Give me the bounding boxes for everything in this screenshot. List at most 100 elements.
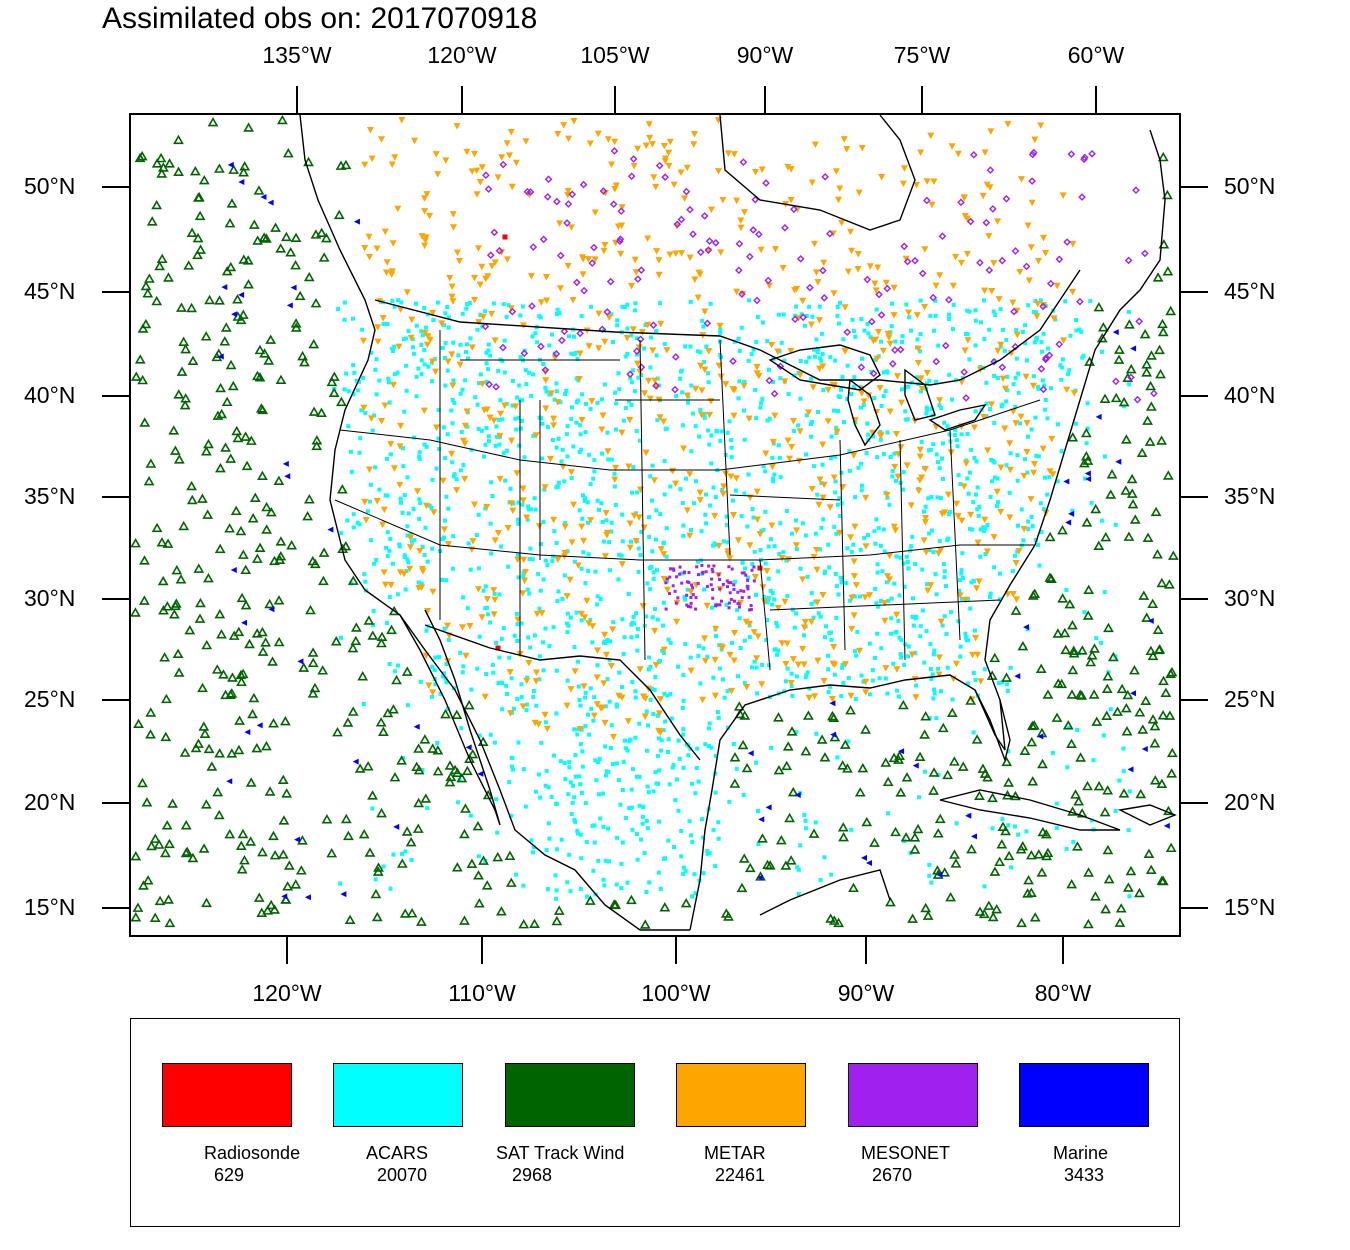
acars-obs — [391, 561, 396, 566]
acars-obs — [536, 772, 541, 777]
acars-obs — [909, 328, 914, 333]
acars-obs — [458, 468, 463, 473]
acars-obs — [833, 358, 838, 363]
acars-obs — [1004, 463, 1009, 468]
metar-obs — [463, 408, 471, 415]
acars-obs — [444, 578, 449, 583]
acars-obs — [676, 808, 681, 813]
acars-obs — [1091, 758, 1096, 763]
metar-obs — [655, 257, 663, 264]
sat-wind-obs — [237, 668, 249, 679]
metar-obs — [839, 484, 847, 491]
acars-obs — [620, 685, 625, 690]
acars-obs — [840, 665, 845, 670]
sat-wind-obs — [310, 298, 322, 308]
sat-wind-obs — [269, 850, 281, 860]
metar-obs — [652, 183, 660, 191]
acars-obs — [921, 608, 926, 613]
acars-obs — [709, 433, 714, 438]
metar-obs — [366, 127, 374, 134]
metar-obs — [711, 512, 719, 520]
sat-wind-obs — [281, 788, 293, 798]
acars-obs — [655, 617, 660, 622]
acars-obs — [465, 424, 470, 429]
sat-wind-obs — [937, 722, 949, 733]
acars-obs — [578, 832, 583, 837]
acars-obs — [1102, 590, 1107, 595]
acars-obs — [733, 579, 738, 584]
acars-obs — [981, 528, 986, 533]
metar-obs — [696, 489, 704, 497]
mesonet-obs — [685, 593, 689, 597]
metar-obs — [448, 293, 456, 301]
mesonet-obs — [629, 155, 638, 163]
acars-obs — [719, 429, 724, 434]
sat-wind-obs — [156, 168, 168, 178]
acars-obs — [568, 780, 573, 785]
sat-wind-obs — [193, 563, 205, 573]
acars-obs — [836, 592, 841, 597]
acars-obs — [516, 521, 521, 526]
acars-obs — [995, 476, 1000, 481]
acars-obs — [932, 328, 937, 333]
acars-obs — [559, 459, 564, 464]
metar-obs — [490, 611, 498, 618]
acars-obs — [738, 645, 743, 650]
metar-obs — [1027, 496, 1035, 503]
acars-obs — [481, 454, 486, 459]
acars-obs — [583, 496, 588, 501]
acars-obs — [539, 416, 544, 421]
observation-markers — [130, 114, 1179, 929]
acars-obs — [925, 582, 930, 587]
metar-obs — [701, 366, 709, 374]
sat-wind-obs — [1155, 368, 1166, 379]
metar-obs — [1063, 386, 1071, 394]
acars-obs — [763, 509, 768, 514]
metar-obs — [1033, 313, 1041, 320]
acars-obs — [735, 674, 740, 679]
acars-obs — [990, 826, 995, 831]
legend-count: 2670 — [872, 1165, 913, 1185]
acars-obs — [1012, 824, 1017, 829]
acars-obs — [402, 555, 407, 560]
acars-obs — [412, 435, 417, 440]
acars-obs — [794, 611, 799, 616]
mesonet-obs — [1011, 247, 1020, 255]
acars-obs — [531, 372, 536, 377]
sat-wind-obs — [367, 790, 378, 800]
acars-obs — [924, 405, 929, 410]
acars-obs — [430, 477, 435, 482]
acars-obs — [580, 749, 585, 754]
sat-wind-obs — [1135, 788, 1147, 799]
sat-wind-obs — [1118, 788, 1130, 798]
acars-obs — [388, 536, 393, 541]
metar-obs — [981, 149, 989, 156]
metar-obs — [507, 437, 515, 445]
sat-wind-obs — [784, 812, 795, 823]
acars-obs — [706, 380, 711, 385]
metar-obs — [941, 509, 949, 516]
acars-obs — [539, 740, 544, 745]
metar-obs — [944, 491, 952, 499]
sat-wind-obs — [218, 669, 229, 679]
metar-obs — [952, 660, 960, 668]
acars-obs — [861, 402, 866, 407]
mesonet-obs — [739, 158, 748, 166]
metar-obs — [519, 485, 527, 492]
acars-obs — [734, 766, 739, 771]
metar-obs — [809, 384, 817, 391]
sat-wind-obs — [551, 915, 563, 926]
acars-obs — [775, 652, 780, 657]
mesonet-obs — [966, 217, 975, 226]
sat-wind-obs — [297, 350, 308, 361]
sat-wind-obs — [280, 894, 292, 904]
metar-obs — [395, 343, 403, 351]
acars-obs — [449, 408, 454, 413]
acars-obs — [565, 678, 570, 683]
acars-obs — [716, 836, 721, 841]
acars-obs — [520, 304, 525, 309]
sat-wind-obs — [216, 629, 227, 639]
sat-wind-obs — [949, 849, 960, 859]
acars-obs — [718, 353, 723, 358]
metar-obs — [782, 661, 790, 668]
